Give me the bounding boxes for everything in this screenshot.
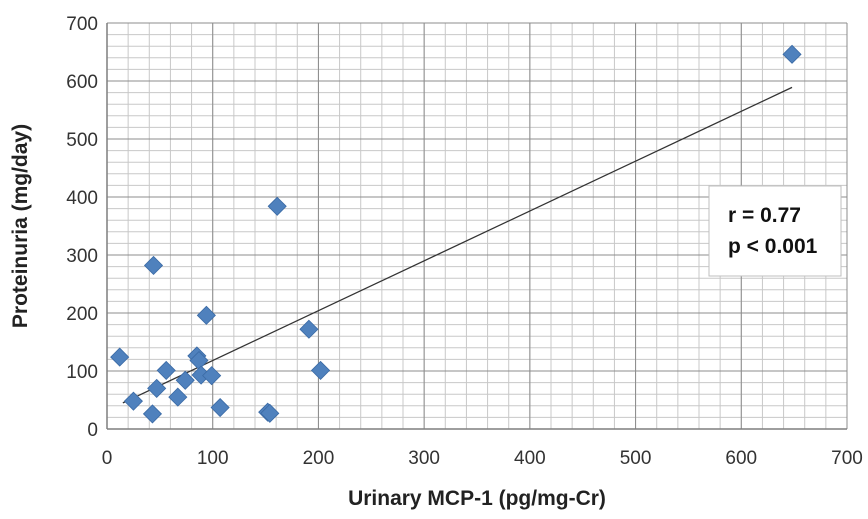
data-point [143,255,164,276]
x-tick-label: 600 [725,448,757,469]
y-axis-ticks: 0 100 200 300 400 500 600 700 [66,14,98,441]
data-points [110,44,802,424]
x-tick-label: 200 [303,448,335,469]
y-axis-title: Proteinuria (mg/day) [9,124,32,328]
data-point [123,391,143,411]
x-tick-label: 500 [620,448,652,469]
data-point [260,403,280,423]
data-point [110,347,130,367]
data-point [210,397,230,418]
x-tick-label: 700 [831,448,863,469]
x-tick-label: 0 [102,448,113,469]
data-point [175,370,195,390]
y-tick-label: 300 [66,246,98,267]
x-tick-label: 300 [408,448,440,469]
y-tick-label: 700 [66,14,98,35]
x-axis-ticks: 0 100 200 300 400 500 600 700 [102,448,863,469]
x-tick-label: 100 [197,448,229,469]
data-point [156,360,176,380]
data-point [142,404,163,424]
trendline [122,86,793,404]
data-point [299,319,319,339]
stat-annotation-box: r = 0.77 p < 0.001 [708,185,842,277]
x-axis-title: Urinary MCP-1 (pg/mg-Cr) [348,487,606,510]
stat-annotation-frame [708,185,842,277]
y-tick-label: 500 [66,130,98,151]
y-tick-label: 200 [66,304,98,325]
y-tick-label: 100 [66,362,98,383]
stat-p-label: p < 0.001 [728,235,818,258]
data-point [196,305,216,325]
data-point [310,360,331,380]
stat-r-label: r = 0.77 [728,204,801,227]
x-tick-label: 400 [514,448,546,469]
data-point [267,196,287,216]
data-point [202,366,222,386]
y-tick-label: 400 [66,188,98,209]
y-tick-label: 600 [66,72,98,93]
data-point [147,378,167,398]
y-tick-label: 0 [87,420,98,441]
data-point [782,44,802,64]
data-point [168,387,188,407]
